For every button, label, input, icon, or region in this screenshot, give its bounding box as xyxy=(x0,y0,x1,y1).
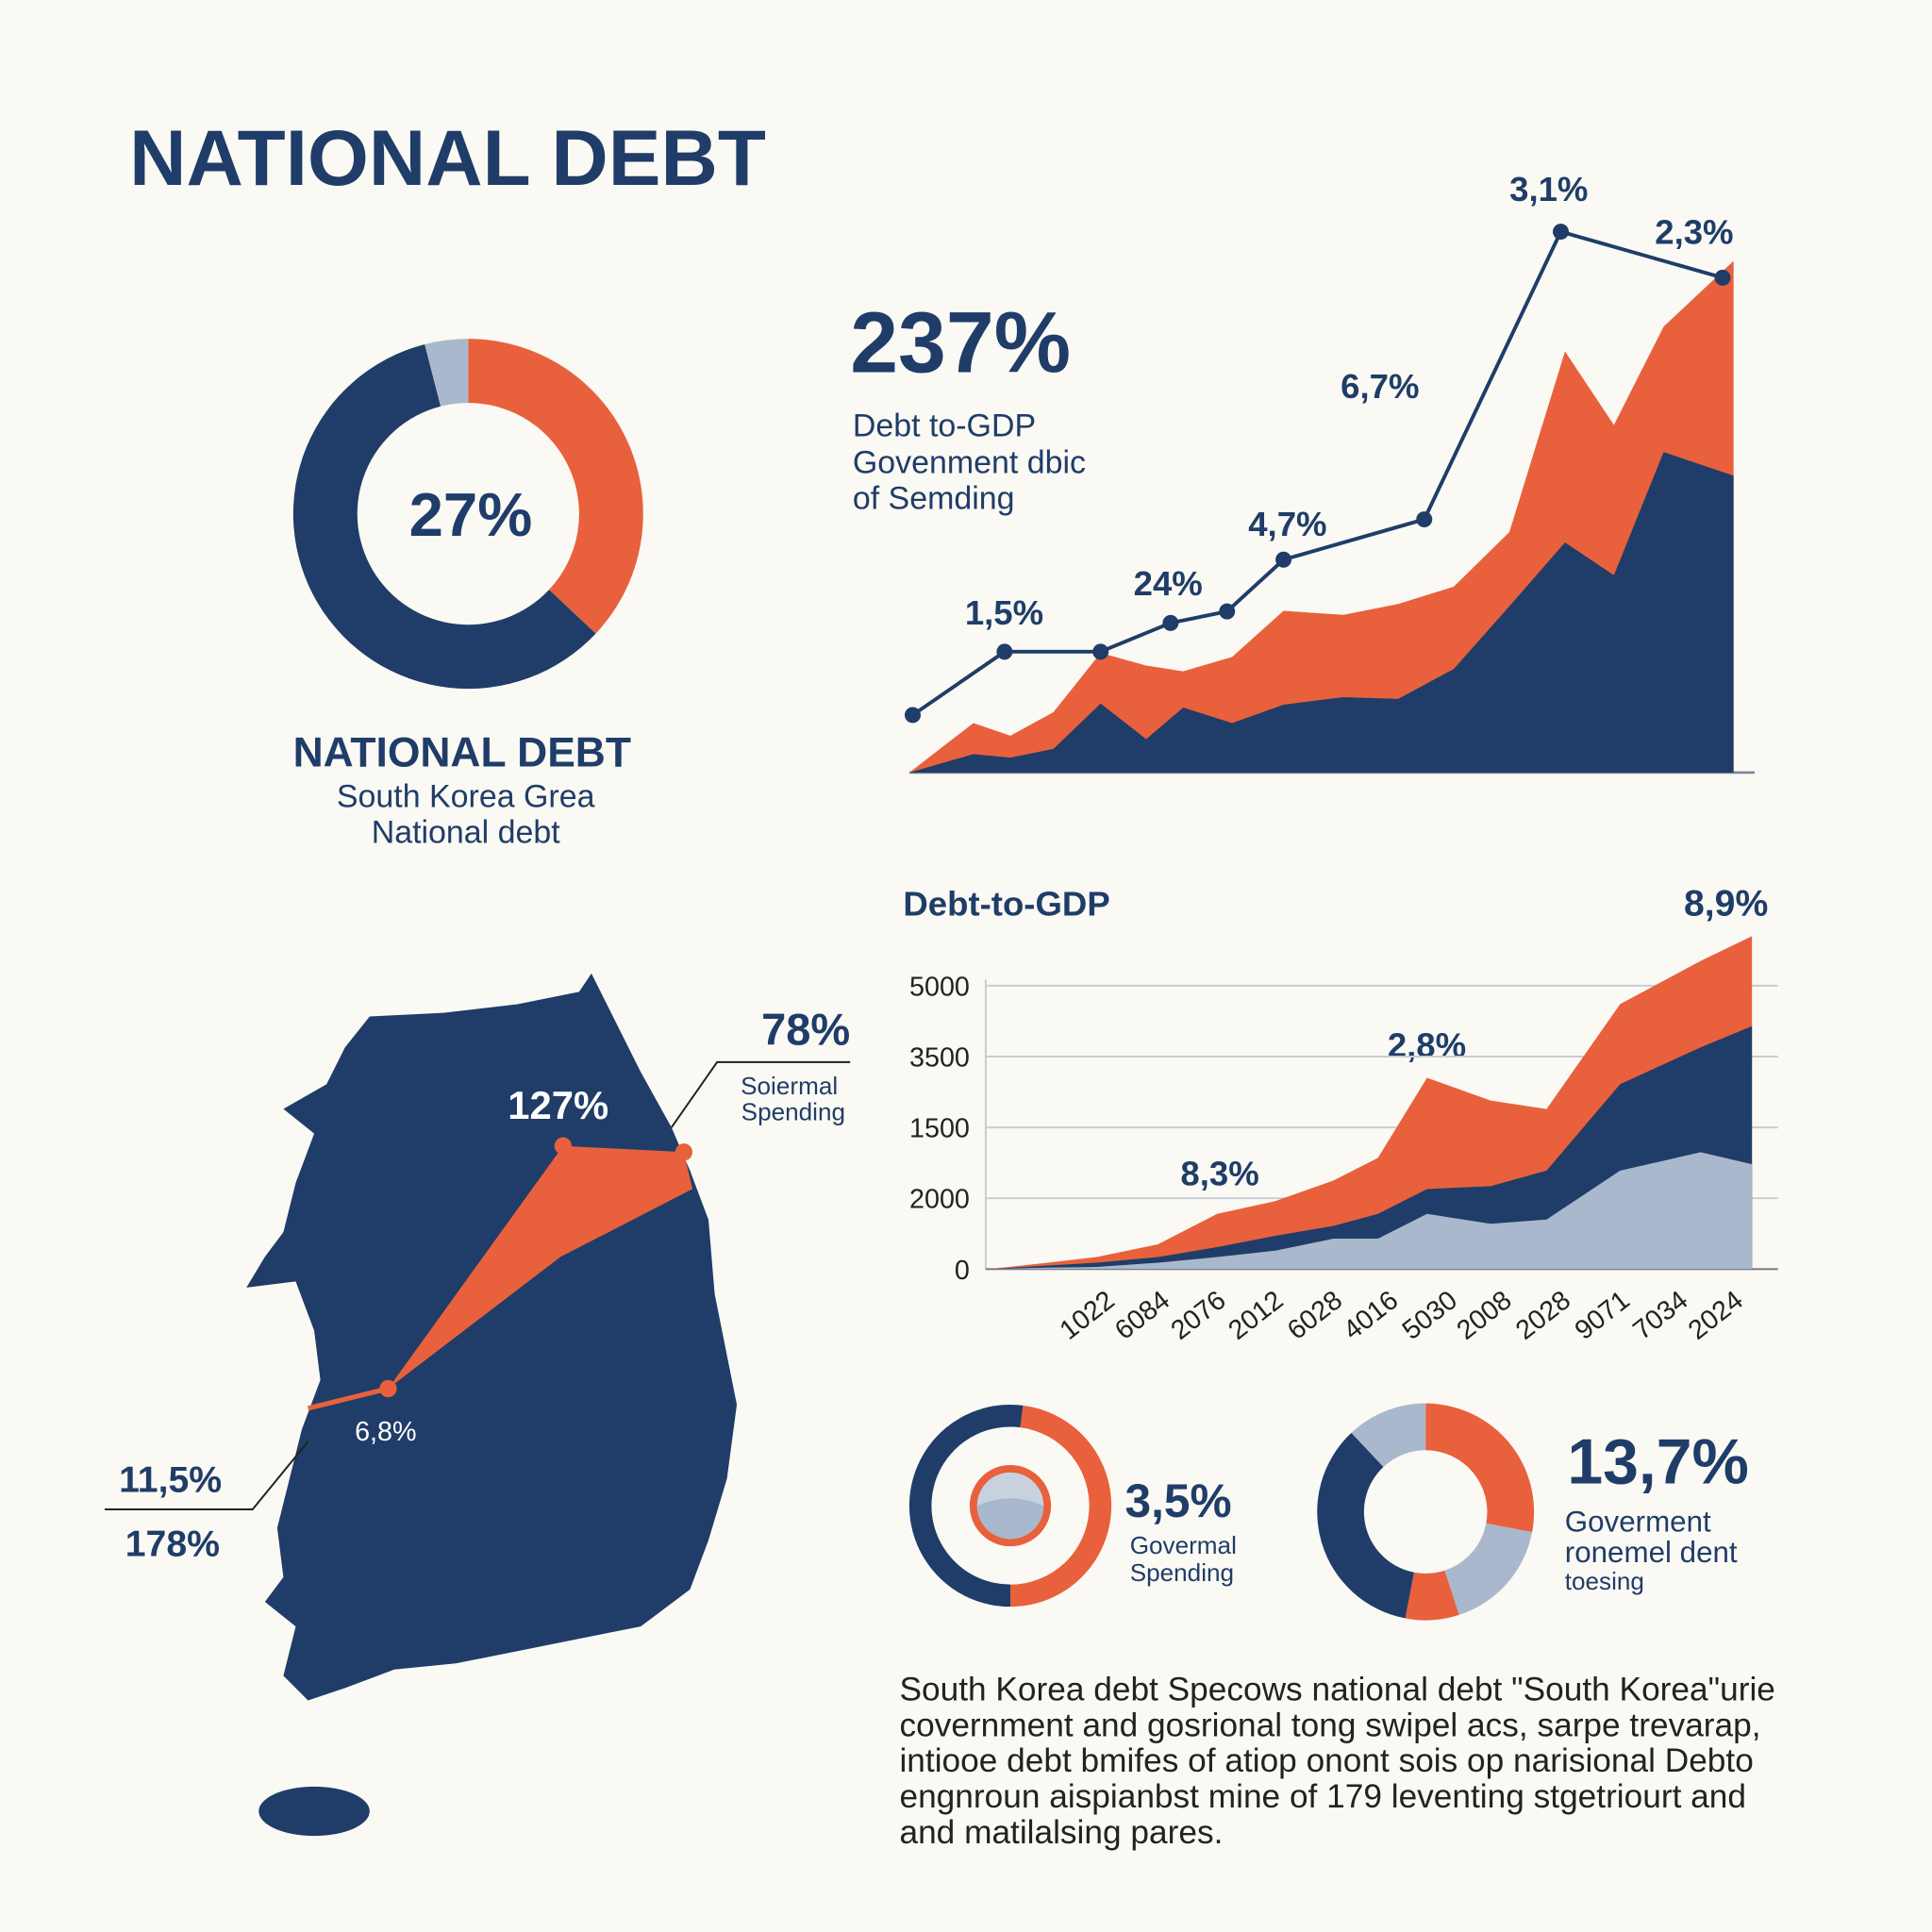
donut-subtitle: South Korea Grea xyxy=(337,779,595,815)
donut-slice xyxy=(468,339,643,634)
map-label: Spending xyxy=(741,1097,845,1125)
line-marker xyxy=(1092,643,1109,660)
caption: ronemel dent xyxy=(1565,1536,1738,1569)
map-label: 6,8% xyxy=(355,1417,416,1447)
caption: toesing xyxy=(1565,1567,1644,1595)
y-tick-label: 2000 xyxy=(909,1185,970,1215)
annotation: 3,1% xyxy=(1509,170,1588,208)
headline: 3,5% xyxy=(1124,1474,1231,1527)
jeju-island xyxy=(258,1786,370,1837)
line-marker xyxy=(905,707,921,724)
annotation: 1,5% xyxy=(965,593,1043,632)
donut-slice xyxy=(1317,1432,1414,1619)
area xyxy=(989,1025,1753,1270)
y-tick-label: 5000 xyxy=(909,972,970,1002)
map-wedge xyxy=(388,1145,693,1389)
leader-line xyxy=(671,1060,851,1128)
line-marker xyxy=(1219,603,1236,620)
map-label: 178% xyxy=(125,1524,220,1565)
y-tick-label: 3500 xyxy=(909,1042,970,1073)
map-label: 11,5% xyxy=(119,1460,222,1501)
map-dot xyxy=(554,1137,573,1155)
annotation: 2,3% xyxy=(1655,213,1733,252)
subtitle: of Semding xyxy=(853,480,1015,516)
center-label: 27% xyxy=(409,480,533,549)
headline: 237% xyxy=(850,294,1071,391)
annotation: 8,3% xyxy=(1180,1154,1258,1192)
donut-subtitle: National debt xyxy=(372,814,561,850)
main-title: NATIONAL DEBT xyxy=(129,113,766,202)
paragraph-line: and matilalsing pares. xyxy=(899,1814,1223,1851)
leader-line xyxy=(105,1441,309,1510)
annotation: 6,7% xyxy=(1341,367,1419,406)
chart-title: Debt-to-GDP xyxy=(903,884,1109,923)
paragraph-line: South Korea debt Specows national debt "… xyxy=(899,1671,1774,1707)
caption: Spending xyxy=(1130,1558,1234,1587)
paragraph-line: intiooe debt bmifes of atiop onont sois … xyxy=(899,1742,1753,1779)
subtitle: Govenment dbic xyxy=(853,445,1086,481)
map-label: 78% xyxy=(761,1005,850,1055)
y-tick-label: 1500 xyxy=(909,1114,970,1144)
donut-slice xyxy=(908,1404,1024,1607)
line-marker xyxy=(1553,224,1569,241)
map-dot xyxy=(379,1379,397,1398)
donut-slice xyxy=(425,339,469,407)
annotation: 2,8% xyxy=(1388,1026,1466,1065)
annotation: 4,7% xyxy=(1248,505,1326,543)
donut-slice xyxy=(1444,1523,1533,1615)
donut-slice xyxy=(1351,1403,1426,1468)
map-dot xyxy=(675,1143,693,1161)
annotation: 24% xyxy=(1134,564,1203,603)
line-marker xyxy=(1416,511,1433,528)
map-label: Soiermal xyxy=(741,1072,838,1100)
annotation: 8,9% xyxy=(1684,883,1768,924)
line-marker xyxy=(1275,551,1292,568)
donut-slice xyxy=(1405,1570,1459,1621)
ring-inner xyxy=(976,1498,1044,1540)
donut-title: NATIONAL DEBT xyxy=(293,729,631,775)
caption: Govermal xyxy=(1130,1531,1237,1559)
donut-slice xyxy=(1425,1403,1535,1533)
paragraph-line: engnroun aispianbst mine of 179 leventin… xyxy=(899,1778,1746,1815)
area xyxy=(989,1152,1753,1270)
line-marker xyxy=(1162,614,1179,631)
line-marker xyxy=(1714,269,1731,286)
caption: Goverment xyxy=(1565,1506,1711,1539)
map-line xyxy=(307,1386,390,1411)
map-label: 127% xyxy=(508,1083,608,1127)
area xyxy=(908,452,1734,773)
line-marker xyxy=(996,643,1013,660)
donut-slice xyxy=(1010,1405,1112,1607)
y-tick-label: 0 xyxy=(955,1256,970,1286)
donut-slice xyxy=(292,344,596,690)
subtitle: Debt to-GDP xyxy=(853,408,1036,443)
paragraph-line: covernment and gosrional tong swipel acs… xyxy=(899,1707,1760,1743)
headline: 13,7% xyxy=(1567,1427,1749,1498)
